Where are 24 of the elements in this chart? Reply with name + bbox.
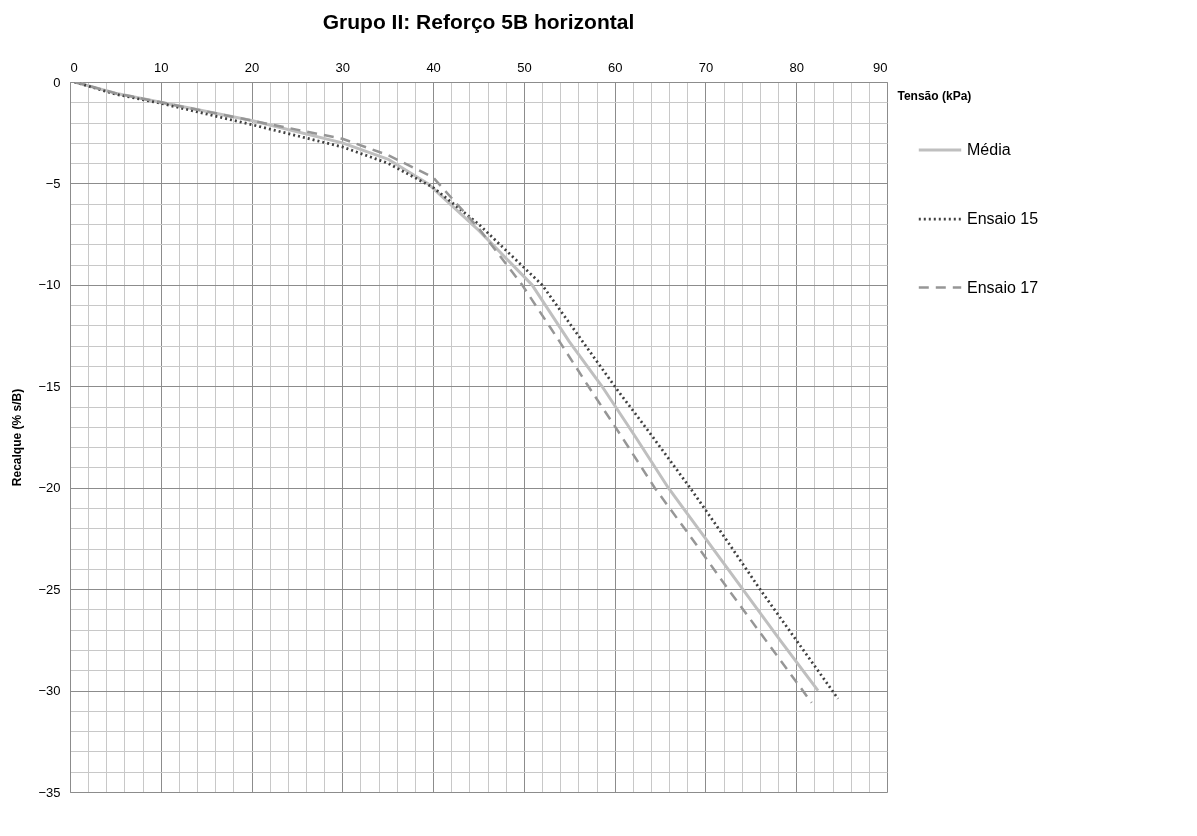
x-tick-label: 30 [335,59,351,75]
x-tick-label: 0 [70,59,78,75]
x-axis-title: Tensão (kPa) [897,88,972,103]
y-tick-label: −5 [45,175,61,191]
y-tick-label: −20 [38,480,61,496]
x-tick-label: 10 [154,59,169,75]
x-tick-label: 80 [789,59,804,75]
y-tick-label: 0 [53,74,61,90]
y-tick-label: −15 [38,378,61,394]
y-tick-label: −25 [38,581,61,597]
legend-label: Média [967,141,1011,158]
y-axis-title: Recalque (% s/B) [10,388,25,487]
y-tick-label: −30 [38,683,61,699]
x-tick-label: 70 [698,59,714,75]
legend-label: Ensaio 15 [967,210,1039,227]
y-tick-label: −35 [38,784,61,800]
legend-label: Ensaio 17 [967,278,1039,296]
y-tick-label: −10 [38,277,61,293]
x-tick-label: 90 [873,59,888,75]
x-tick-label: 40 [426,59,441,75]
chart-title: Grupo II: Reforço 5B horizontal [322,10,635,33]
x-tick-label: 60 [607,59,623,75]
x-tick-label: 20 [244,59,260,75]
x-tick-label: 50 [517,59,532,75]
